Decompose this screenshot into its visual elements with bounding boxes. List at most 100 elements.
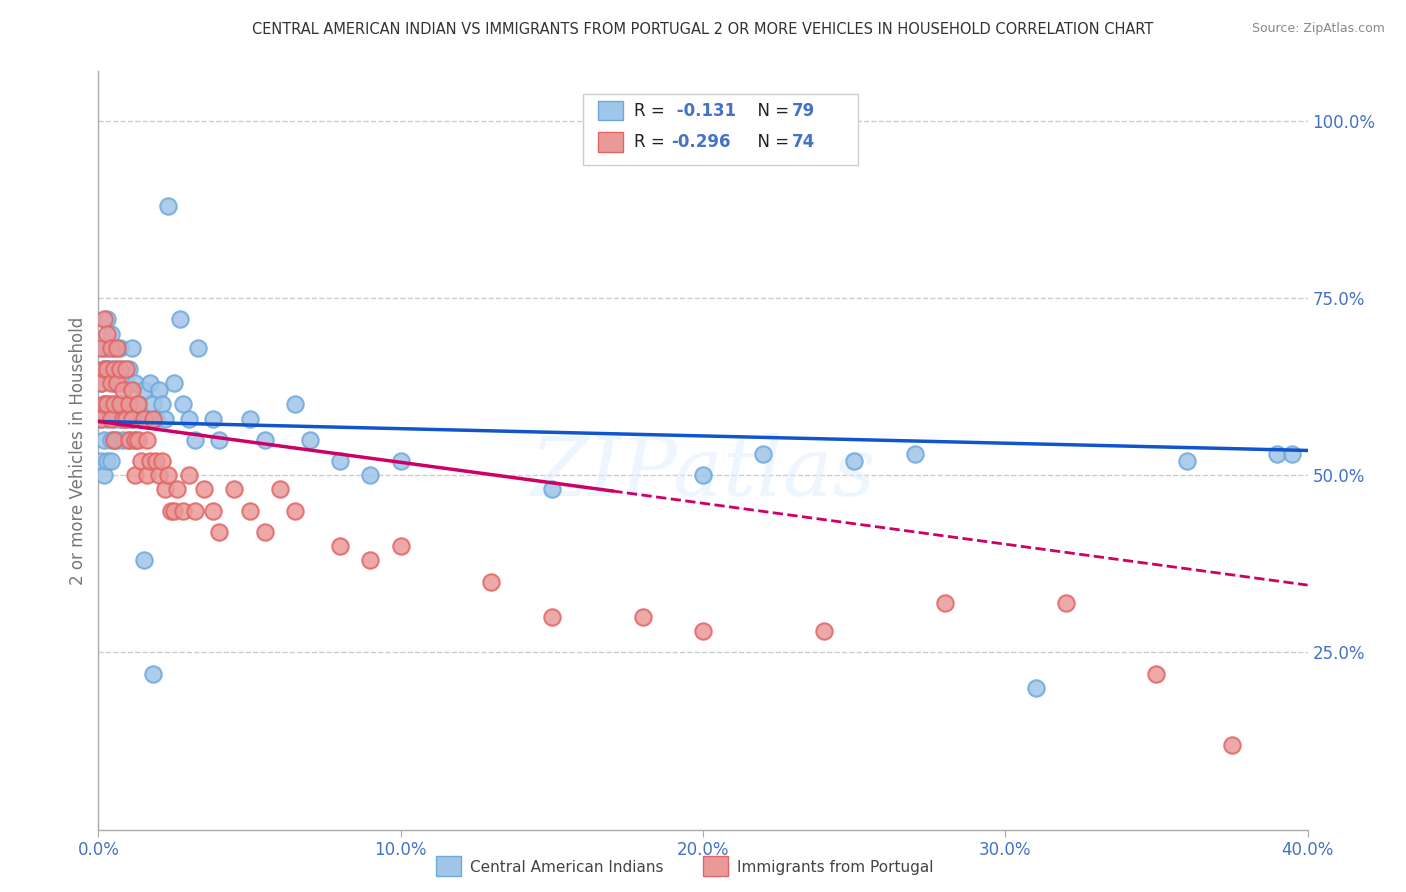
- Text: ZIPatlas: ZIPatlas: [530, 434, 876, 513]
- Point: [108, 376, 131, 391]
- Point: [93, 397, 115, 411]
- Point: [100, 433, 122, 447]
- Point: [132, 553, 155, 567]
- Point: [118, 397, 141, 411]
- Point: [1144, 666, 1167, 681]
- Point: [105, 433, 128, 447]
- Point: [93, 362, 115, 376]
- Point: [118, 433, 141, 447]
- Point: [114, 411, 136, 425]
- Point: [100, 454, 122, 468]
- Y-axis label: 2 or more Vehicles in Household: 2 or more Vehicles in Household: [69, 317, 87, 584]
- Point: [111, 397, 134, 411]
- Point: [145, 454, 167, 468]
- Point: [100, 362, 122, 376]
- Point: [202, 411, 225, 425]
- Point: [540, 483, 562, 497]
- Point: [329, 539, 352, 553]
- Point: [540, 610, 562, 624]
- Point: [105, 362, 128, 376]
- Point: [111, 362, 134, 376]
- Point: [127, 433, 149, 447]
- Point: [1281, 447, 1303, 461]
- Point: [124, 468, 146, 483]
- Point: [139, 454, 162, 468]
- Point: [145, 411, 167, 425]
- Point: [96, 397, 118, 411]
- Point: [121, 341, 143, 355]
- Point: [150, 454, 173, 468]
- Point: [90, 454, 112, 468]
- Point: [184, 433, 207, 447]
- Point: [148, 383, 170, 397]
- Point: [1054, 596, 1077, 610]
- Point: [360, 468, 382, 483]
- Point: [103, 411, 125, 425]
- Point: [187, 341, 209, 355]
- Point: [202, 504, 225, 518]
- Point: [121, 411, 143, 425]
- Point: [121, 383, 143, 397]
- Point: [90, 376, 112, 391]
- Point: [114, 362, 136, 376]
- Point: [103, 433, 125, 447]
- Point: [135, 411, 157, 425]
- Point: [96, 411, 118, 425]
- Point: [752, 447, 775, 461]
- Point: [129, 454, 152, 468]
- Point: [148, 468, 170, 483]
- Point: [160, 504, 183, 518]
- Point: [93, 312, 115, 326]
- Point: [692, 624, 714, 639]
- Point: [329, 454, 352, 468]
- Text: CENTRAL AMERICAN INDIAN VS IMMIGRANTS FROM PORTUGAL 2 OR MORE VEHICLES IN HOUSEH: CENTRAL AMERICAN INDIAN VS IMMIGRANTS FR…: [252, 22, 1154, 37]
- Point: [172, 397, 194, 411]
- Point: [121, 411, 143, 425]
- Point: [904, 447, 927, 461]
- Point: [96, 362, 118, 376]
- Point: [284, 397, 307, 411]
- Point: [153, 411, 176, 425]
- Point: [813, 624, 835, 639]
- Point: [208, 524, 231, 539]
- Point: [135, 433, 157, 447]
- Point: [172, 504, 194, 518]
- Text: Immigrants from Portugal: Immigrants from Portugal: [737, 860, 934, 874]
- Point: [269, 483, 291, 497]
- Point: [153, 483, 176, 497]
- Point: [103, 397, 125, 411]
- Point: [142, 411, 165, 425]
- Point: [124, 376, 146, 391]
- Point: [93, 397, 115, 411]
- Point: [105, 397, 128, 411]
- Point: [166, 483, 188, 497]
- Text: 79: 79: [792, 102, 815, 120]
- Point: [1175, 454, 1198, 468]
- Point: [360, 553, 382, 567]
- Point: [100, 341, 122, 355]
- Point: [163, 504, 186, 518]
- Point: [111, 411, 134, 425]
- Point: [118, 362, 141, 376]
- Point: [631, 610, 654, 624]
- Point: [299, 433, 322, 447]
- Text: -0.131: -0.131: [671, 102, 735, 120]
- Point: [1024, 681, 1046, 695]
- Point: [844, 454, 866, 468]
- Point: [114, 376, 136, 391]
- Text: Source: ZipAtlas.com: Source: ZipAtlas.com: [1251, 22, 1385, 36]
- Point: [239, 504, 262, 518]
- Text: N =: N =: [747, 102, 794, 120]
- Point: [93, 341, 115, 355]
- Point: [90, 341, 112, 355]
- Point: [127, 397, 149, 411]
- Point: [103, 362, 125, 376]
- Point: [184, 504, 207, 518]
- Text: Central American Indians: Central American Indians: [470, 860, 664, 874]
- Point: [179, 468, 201, 483]
- Text: R =: R =: [634, 133, 671, 151]
- Point: [129, 411, 152, 425]
- Point: [692, 468, 714, 483]
- Point: [108, 341, 131, 355]
- Point: [96, 397, 118, 411]
